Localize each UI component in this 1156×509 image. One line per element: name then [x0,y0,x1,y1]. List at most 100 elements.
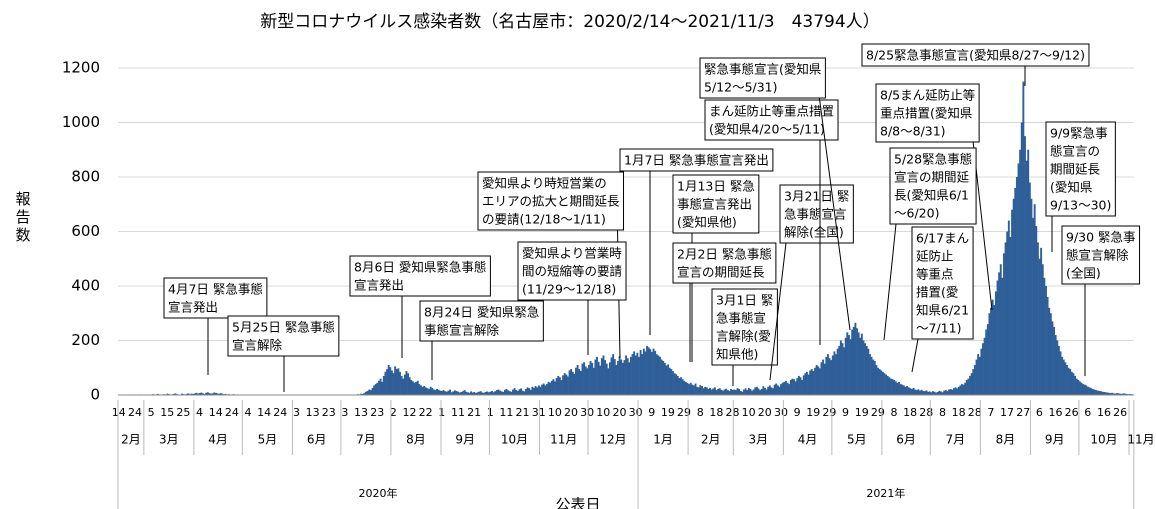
annotation-text: 急事態宣 [716,311,766,326]
bar [1095,390,1097,395]
bar [864,343,867,395]
bar [838,345,841,395]
y-tick-label: 600 [71,222,100,240]
bar [589,360,592,395]
bar [219,393,222,395]
month-label: 6月 [896,433,916,447]
bar [859,337,862,395]
bar [432,389,435,395]
bar [870,356,873,395]
month-label: 11月 [1127,433,1154,447]
bar [639,350,642,395]
bar [515,390,518,395]
bar [407,373,409,395]
bar [1112,393,1115,395]
bar [760,389,763,395]
x-tick-label: 30 [629,406,643,419]
bar [972,369,975,395]
bar [216,393,219,395]
bar [793,379,795,395]
month-label: 4月 [798,433,818,447]
bar [608,362,611,395]
bar [962,384,965,395]
bar [928,391,931,395]
bar [825,356,828,395]
bar [221,393,224,395]
bar [542,383,545,395]
bar [537,385,540,395]
y-tick-label: 0 [90,386,100,404]
x-tick-label: 6 [1084,406,1091,419]
annotation-box [163,277,268,319]
bar [363,392,366,395]
bar [1088,387,1091,395]
bar [470,391,472,395]
bar [696,386,699,395]
month-label: 7月 [356,433,376,447]
bar [991,299,994,395]
bar [211,393,214,395]
bar [689,382,692,395]
bar [602,355,605,395]
bar [1062,359,1065,395]
bar [901,384,904,395]
annotation-text: 2月2日 緊急事態 [677,247,772,262]
bar [481,392,484,395]
bar [1041,264,1044,395]
bar [445,391,448,395]
bar [465,391,468,395]
bar [224,393,227,395]
bar [1006,231,1009,395]
bar [818,368,821,395]
x-tick-label: 26 [1113,406,1127,419]
bar [912,387,915,395]
bar [1004,242,1007,395]
bar [788,384,791,395]
bar [563,373,566,395]
month-label: 10月 [1090,433,1117,447]
bar [783,381,786,395]
month-label: 9月 [455,433,475,447]
bar [772,388,774,395]
bar [415,381,418,395]
bar [919,390,921,395]
annotation-text: 8/25緊急事態宣言(愛知県8/27〜9/12) [866,48,1085,63]
bar [554,381,556,395]
annotation-box [779,184,854,244]
bar [688,384,691,395]
bar [1056,340,1059,395]
bar [392,373,395,395]
bar [797,375,800,395]
bar [680,377,682,395]
bar [946,391,949,395]
bar [835,354,837,395]
bar [376,382,379,395]
x-tick-label: 1 [438,406,445,419]
bar [1046,296,1049,395]
chart-title: 新型コロナウイルス感染者数（名古屋市：2020/2/14〜2021/11/3 4… [260,12,879,32]
bar [591,362,594,395]
x-tick-label: 10 [596,406,610,419]
bar [978,356,981,395]
bar [697,387,700,395]
bar [626,358,629,395]
bar [893,380,896,395]
bar [812,371,815,395]
x-tick-label: 28 [726,406,740,419]
bar [671,371,674,395]
bar [633,351,636,395]
y-tick-label: 400 [71,277,100,295]
annotation-box [672,242,777,284]
annotation-text: 言解除(愛 [716,329,771,344]
bar [615,365,618,395]
bar [1070,371,1073,395]
month-label: 4月 [208,433,228,447]
bar [416,380,419,395]
bar [701,386,703,395]
bar [980,348,983,395]
bar [479,391,482,395]
